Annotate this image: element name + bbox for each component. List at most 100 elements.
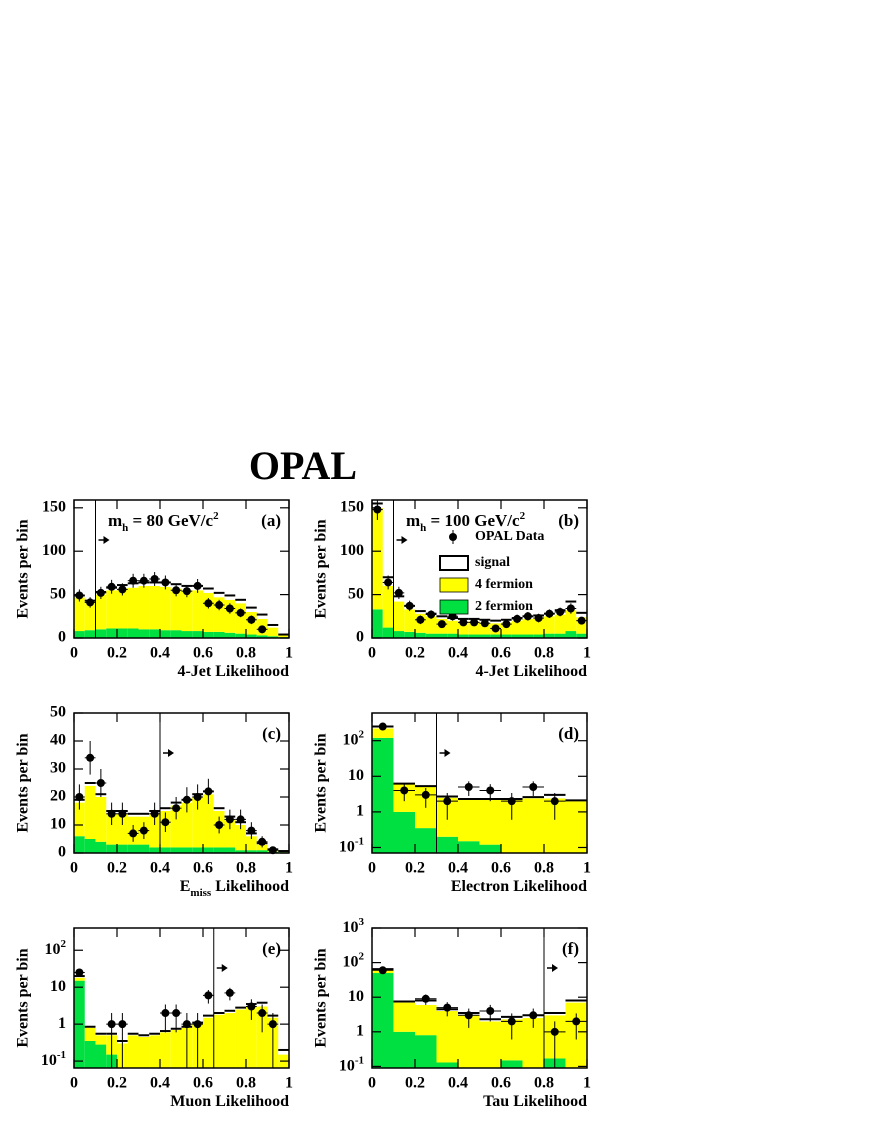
data-point <box>443 1003 452 1012</box>
bar-segment <box>458 799 480 842</box>
bar-segment <box>106 628 117 638</box>
bar-segment <box>213 847 225 853</box>
y-tick-label: 150 <box>340 498 364 515</box>
bar-segment <box>544 633 555 638</box>
data-point <box>139 576 148 585</box>
bar-segment <box>95 841 107 853</box>
plot-frame <box>73 712 290 854</box>
bar-segment <box>192 590 203 632</box>
bar-segment <box>256 1006 268 1068</box>
data-point <box>215 821 224 829</box>
data-point <box>236 608 245 617</box>
bar-segment <box>393 601 405 632</box>
bar-segment <box>544 798 566 853</box>
bar-segment <box>565 1000 587 1003</box>
x-tick-label: 0.2 <box>405 860 425 877</box>
bar-segment <box>84 1027 96 1041</box>
bar-segment <box>213 592 225 598</box>
bar-segment <box>501 622 512 635</box>
data-point <box>572 1017 581 1026</box>
x-tick-label: 0.6 <box>491 860 511 877</box>
bar-segment <box>522 634 534 638</box>
x-tick-label: 1 <box>583 860 591 877</box>
bar-segment <box>554 614 566 634</box>
data-point <box>161 818 170 827</box>
x-axis-label: Muon Likelihood <box>170 1093 289 1110</box>
bar-segment <box>95 594 107 630</box>
data-point <box>550 1027 559 1036</box>
bar-segment <box>106 844 117 853</box>
bar-segment <box>84 839 96 853</box>
bar-segment <box>138 629 150 638</box>
plot-frame <box>371 927 588 1069</box>
y-tick-exponent: 3 <box>359 916 365 928</box>
y-tick-label: 0 <box>58 629 66 646</box>
bar-segment <box>149 629 160 638</box>
data-point <box>118 1020 127 1029</box>
data-point <box>193 581 202 590</box>
bar-segment <box>127 628 139 638</box>
bar-segment <box>501 1019 523 1061</box>
bar-segment <box>213 631 225 638</box>
x-tick-label: 0.8 <box>236 645 256 662</box>
bar-segment <box>95 629 107 638</box>
data-point <box>470 618 479 627</box>
x-tick-label: 0.2 <box>107 645 127 662</box>
y-tick-label: 102 <box>45 938 67 958</box>
bar-segment <box>117 844 128 853</box>
plot-frame <box>73 927 290 1069</box>
x-tick-label: 0 <box>70 860 78 877</box>
y-tick-base: 10 <box>41 1052 57 1069</box>
y-tick-label: 150 <box>42 498 66 515</box>
legend-label: OPAL Data <box>475 529 544 544</box>
bar-segment <box>565 610 577 632</box>
bar-segment <box>479 1021 501 1068</box>
x-axis-label: Electron Likelihood <box>451 878 587 895</box>
plot-frame <box>371 499 588 639</box>
y-tick-base: 10 <box>45 941 61 958</box>
mass-annotation-part: h <box>122 522 128 534</box>
x-tick-label: 0.2 <box>405 645 425 662</box>
x-axis-label: 4-Jet Likelihood <box>177 663 289 680</box>
bar-segment <box>479 634 491 638</box>
x-tick-label: 0.4 <box>150 860 170 877</box>
data-point <box>523 612 532 621</box>
bar-segment <box>203 847 214 853</box>
data-point <box>534 614 543 623</box>
y-tick-label: 0 <box>58 844 66 861</box>
bar-segment <box>415 828 437 853</box>
bar-segment <box>468 634 480 638</box>
bar-segment <box>224 819 236 848</box>
mass-annotation-part: h <box>420 522 426 534</box>
x-axis-label-part: Electron Likelihood <box>451 878 587 895</box>
data-point <box>378 722 387 731</box>
data-point <box>247 1002 256 1011</box>
y-tick-label: 40 <box>50 732 66 749</box>
data-point <box>150 809 159 818</box>
y-axis-label: Events per bin <box>15 519 32 618</box>
bar-segment <box>501 799 523 853</box>
plot-frame <box>73 499 290 639</box>
bar-segment <box>160 1032 171 1068</box>
data-point <box>258 625 267 634</box>
bar-segment <box>576 612 587 618</box>
mass-annotation-part: = 80 GeV/c <box>128 511 213 530</box>
legend-swatch <box>439 577 469 593</box>
bar-segment <box>84 783 96 786</box>
y-axis-label: Events per bin <box>313 519 330 618</box>
y-tick-exponent: 2 <box>359 950 365 962</box>
x-tick-label: 0.2 <box>107 1075 127 1092</box>
y-tick-exponent: 2 <box>359 728 365 740</box>
x-tick-label: 0.6 <box>491 1075 511 1092</box>
mass-annotation-part: 2 <box>520 510 526 522</box>
data-point <box>204 991 213 1000</box>
bar-segment <box>160 586 171 631</box>
bar-segment <box>170 1029 182 1068</box>
bar-segment <box>278 1049 289 1055</box>
legend-label: 2 fermion <box>475 599 533 614</box>
bar-segment <box>490 620 501 624</box>
y-tick-label: 1 <box>58 1015 66 1032</box>
y-tick-exponent: -1 <box>355 1054 364 1066</box>
data-point <box>427 610 436 619</box>
